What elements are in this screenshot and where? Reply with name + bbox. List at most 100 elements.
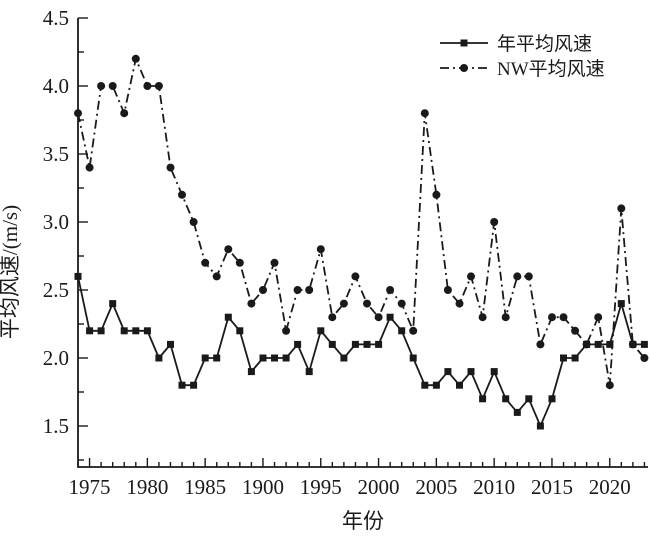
series-line: [77, 55, 646, 386]
x-tick-label: 2015: [531, 475, 573, 499]
y-tick-label: 4.0: [43, 74, 69, 98]
circle-marker-icon: [420, 109, 429, 118]
circle-marker-icon: [490, 218, 499, 226]
square-marker-icon: [490, 368, 498, 376]
square-marker-icon: [467, 368, 475, 376]
square-marker-icon: [247, 368, 255, 376]
square-marker-icon: [606, 340, 614, 348]
circle-marker-icon: [316, 245, 325, 254]
y-tick-label: 3.5: [43, 142, 69, 166]
x-tick-label: 1980: [126, 475, 168, 499]
square-marker-icon: [340, 354, 348, 362]
circle-marker-icon: [409, 326, 418, 335]
square-marker-icon: [386, 313, 394, 321]
legend-item-annual-wind: 年平均风速: [440, 33, 592, 55]
x-tick-label: 1985: [184, 475, 226, 499]
series-line: [77, 276, 645, 429]
square-marker-icon: [363, 340, 371, 348]
axes: 1975 1980 1985 1900 1995 2000 2005 2010 2015 2020…: [43, 6, 648, 499]
square-marker-icon: [513, 408, 521, 416]
square-marker-icon: [190, 381, 198, 389]
square-marker-icon: [640, 340, 648, 348]
square-marker-icon: [271, 354, 278, 362]
circle-marker-icon: [189, 218, 198, 226]
square-marker-icon: [479, 395, 487, 403]
circle-marker-icon: [478, 313, 487, 322]
circle-marker-icon: [143, 82, 152, 90]
x-tick-label: 2020: [589, 475, 631, 499]
square-marker-icon: [536, 422, 544, 430]
circle-marker-icon: [524, 272, 533, 281]
square-marker-icon: [456, 381, 463, 389]
circle-marker-icon: [513, 272, 522, 281]
legend-item-nw-wind: NW平均风速: [440, 58, 605, 80]
circle-marker-icon: [201, 258, 210, 267]
legend: 年平均风速 NW平均风速: [440, 33, 605, 80]
circle-marker-icon: [363, 299, 371, 308]
y-axis-title: 平均风速/(m/s): [0, 205, 22, 339]
square-marker-icon: [120, 327, 128, 335]
y-tick-label: 2.5: [43, 278, 69, 302]
square-marker-icon: [421, 381, 429, 389]
square-marker-icon: [294, 340, 302, 348]
circle-marker-icon: [212, 272, 221, 281]
circle-marker-icon: [571, 326, 580, 335]
y-tick-label: 4.5: [43, 6, 69, 30]
circle-marker-icon: [97, 82, 106, 90]
circle-marker-icon: [120, 109, 129, 118]
circle-marker-icon: [386, 286, 395, 294]
square-marker-icon: [201, 354, 209, 362]
circle-marker-icon: [501, 313, 510, 322]
circle-marker-icon: [178, 190, 186, 199]
square-marker-icon: [155, 354, 163, 362]
square-marker-icon: [548, 395, 556, 403]
x-tick-label: 1900: [242, 475, 284, 499]
x-axis-title: 年份: [342, 509, 384, 533]
y-tick-label: 1.5: [43, 414, 69, 438]
circle-marker-icon: [293, 286, 302, 294]
circle-marker-icon: [455, 299, 464, 308]
circle-marker-icon: [85, 163, 94, 172]
circle-marker-icon: [536, 340, 545, 349]
square-marker-icon: [167, 340, 174, 348]
circle-marker-icon: [235, 258, 244, 267]
circle-marker-icon: [467, 272, 475, 281]
square-marker-icon: [432, 381, 440, 389]
square-marker-icon: [132, 327, 140, 335]
circle-marker-icon: [224, 245, 233, 254]
square-marker-icon: [143, 327, 151, 335]
circle-marker-icon: [270, 258, 279, 267]
series-annual-wind: [74, 272, 648, 430]
series: [74, 54, 649, 430]
circle-marker-icon: [328, 313, 337, 322]
square-marker-icon: [224, 313, 232, 321]
circle-marker-icon: [640, 354, 649, 362]
circle-marker-icon: [305, 286, 314, 294]
series-nw-wind: [74, 54, 649, 390]
axis-spines: [77, 18, 648, 468]
circle-marker-icon: [154, 82, 163, 90]
circle-marker-icon: [617, 204, 626, 213]
y-tick-label: 3.0: [43, 210, 69, 234]
circle-marker-icon: [559, 313, 568, 322]
square-marker-icon: [351, 340, 359, 348]
circle-marker-icon: [259, 286, 267, 294]
square-marker-icon: [398, 327, 406, 335]
y-tick-label: 2.0: [43, 346, 69, 370]
circle-marker-icon: [443, 286, 452, 294]
square-marker-icon: [178, 381, 186, 389]
x-tick-label: 2005: [415, 475, 457, 499]
square-marker-icon: [525, 395, 533, 403]
circle-marker-icon: [460, 64, 468, 72]
legend-label-annual: 年平均风速: [497, 33, 592, 55]
circle-marker-icon: [374, 313, 383, 322]
square-marker-icon: [74, 272, 82, 280]
circle-marker-icon: [282, 326, 291, 335]
circle-marker-icon: [131, 54, 140, 63]
square-marker-icon: [409, 354, 417, 362]
square-marker-icon: [259, 354, 267, 362]
circle-marker-icon: [432, 190, 441, 199]
square-marker-icon: [317, 327, 325, 335]
